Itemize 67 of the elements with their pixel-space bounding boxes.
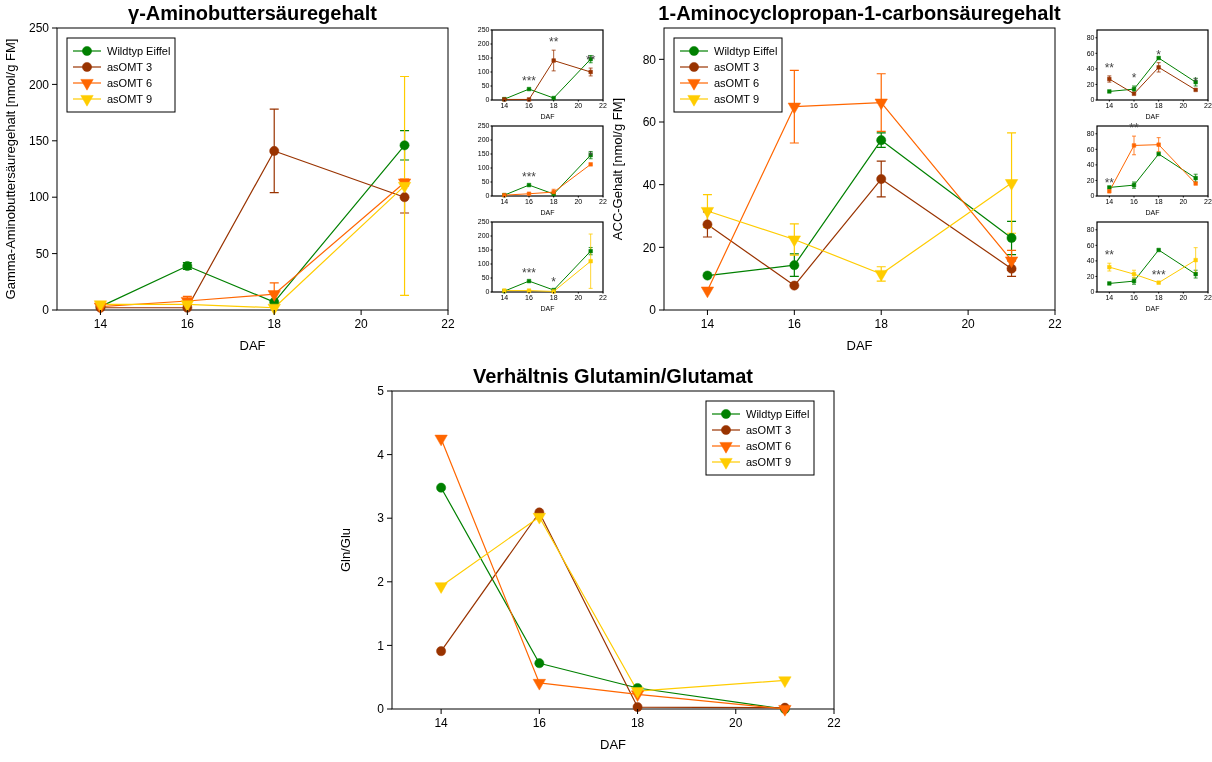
- x-tick-label: 18: [630, 716, 645, 730]
- y-axis-title: Gamma-Aminobuttersäuregehalt [nmol/g FM]: [3, 38, 18, 300]
- y-tick-label: 20: [642, 240, 657, 255]
- chart-title: Verhältnis Glutamin/Glutamat: [472, 365, 754, 387]
- y-tick-label: 3: [377, 511, 385, 526]
- annotation: *: [588, 149, 594, 164]
- x-tick-label: 14: [434, 716, 449, 730]
- x-tick-label: 22: [1048, 317, 1062, 331]
- legend-label: asOMT 3: [714, 61, 760, 73]
- annotation: **: [1104, 176, 1115, 191]
- annotation: ***: [521, 266, 537, 281]
- x-tick-label: 20: [354, 317, 369, 331]
- chart-title: 1-Aminocyclopropan-1-carbonsäuregehalt: [658, 2, 1061, 24]
- legend-label: asOMT 6: [107, 77, 153, 89]
- legend-label: Wildtyp Eiffel: [107, 45, 171, 57]
- y-tick-label: 1: [377, 638, 385, 653]
- x-tick-label: 14: [700, 317, 715, 331]
- y-tick-label: 4: [377, 447, 385, 462]
- x-tick-label: 18: [874, 317, 889, 331]
- x-tick-label: 14: [93, 317, 108, 331]
- x-axis-title: DAF: [846, 338, 873, 353]
- y-tick-label: 0: [649, 303, 657, 318]
- legend-label: asOMT 9: [107, 93, 153, 105]
- y-tick-label: 100: [28, 190, 50, 205]
- x-tick-label: 16: [787, 317, 802, 331]
- x-tick-label: 18: [267, 317, 282, 331]
- y-tick-label: 60: [642, 115, 657, 130]
- y-tick-label: 50: [35, 246, 50, 261]
- annotation: *: [1131, 71, 1137, 85]
- legend-label: Wildtyp Eiffel: [746, 408, 810, 420]
- x-tick-label: 16: [532, 716, 547, 730]
- x-tick-label: 22: [441, 317, 455, 331]
- annotation: **: [548, 35, 559, 50]
- x-tick-label: 16: [180, 317, 195, 331]
- x-axis-title: DAF: [600, 737, 627, 752]
- annotation: ***: [521, 170, 537, 185]
- y-tick-label: 40: [642, 177, 657, 192]
- y-tick-label: 5: [377, 384, 385, 399]
- legend-label: asOMT 3: [746, 424, 792, 436]
- y-tick-label: 2: [377, 575, 385, 589]
- y-tick-label: 250: [28, 21, 50, 36]
- y-tick-label: 0: [42, 303, 50, 318]
- x-axis-title: DAF: [239, 338, 266, 353]
- chart-title: γ-Aminobuttersäuregehalt: [128, 2, 378, 24]
- annotation: **: [1104, 248, 1115, 263]
- x-tick-label: 20: [961, 317, 976, 331]
- legend-label: asOMT 3: [107, 61, 153, 73]
- legend-label: Wildtyp Eiffel: [714, 45, 778, 57]
- annotation: **: [1104, 60, 1115, 75]
- annotation: *: [551, 275, 557, 290]
- y-tick-label: 150: [28, 134, 50, 148]
- y-axis-title: Gln/Glu: [338, 527, 353, 573]
- y-tick-label: 80: [642, 52, 657, 67]
- y-axis-title: ACC-Gehalt [nmol/g FM]: [610, 97, 625, 241]
- legend-label: asOMT 6: [746, 440, 792, 452]
- legend-label: asOMT 6: [714, 77, 760, 89]
- x-tick-label: 20: [729, 716, 743, 730]
- y-tick-label: 0: [377, 702, 385, 717]
- annotation: *: [1156, 47, 1162, 62]
- annotation: ***: [1151, 267, 1166, 282]
- annotation: ***: [521, 74, 537, 89]
- annotation: **: [585, 53, 596, 68]
- legend-label: asOMT 9: [714, 93, 760, 105]
- x-tick-label: 22: [827, 716, 841, 730]
- legend-label: asOMT 9: [746, 456, 792, 468]
- annotation: *: [1193, 74, 1199, 89]
- y-tick-label: 200: [28, 77, 50, 92]
